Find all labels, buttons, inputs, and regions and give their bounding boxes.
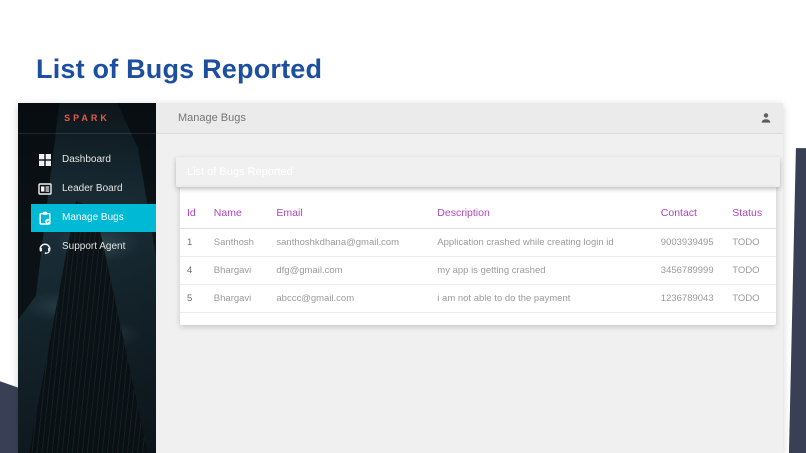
sidebar-item-label: Leader Board xyxy=(62,183,123,194)
bugs-table: Id Name Email Description Contact Status… xyxy=(180,187,776,313)
person-icon xyxy=(761,113,771,123)
manage-bugs-icon xyxy=(39,211,51,225)
cell-contact: 1236789043 xyxy=(656,284,729,313)
dashboard-icon xyxy=(39,153,51,166)
cell-id: 1 xyxy=(180,228,210,257)
main-area: Manage Bugs List of Bugs Reported xyxy=(156,103,783,453)
cell-email: abccc@gmail.com xyxy=(272,284,434,313)
col-header-status: Status xyxy=(728,187,776,229)
sidebar-item-dashboard[interactable]: Dashboard xyxy=(18,145,156,174)
sidebar-item-label: Manage Bugs xyxy=(62,212,124,223)
col-header-id: Id xyxy=(180,187,210,229)
cell-description: i am not able to do the payment xyxy=(433,284,657,313)
support-agent-icon xyxy=(39,243,51,254)
topbar-title: Manage Bugs xyxy=(178,112,246,124)
brand-logo: SPARK xyxy=(18,103,156,134)
cell-id: 4 xyxy=(180,256,210,285)
cell-name: Santhosh xyxy=(209,228,273,257)
app-window: SPARK Dashboard xyxy=(18,103,783,453)
cell-name: Bhargavi xyxy=(209,256,273,285)
cell-status: TODO xyxy=(728,256,776,285)
leader-board-icon xyxy=(38,182,52,195)
sidebar-item-support-agent[interactable]: Support Agent xyxy=(18,232,156,261)
col-header-description: Description xyxy=(433,187,657,229)
table-row: 1 Santhosh santhoshkdhana@gmail.com Appl… xyxy=(180,228,776,257)
content: List of Bugs Reported Id Name Email xyxy=(156,134,783,453)
cell-email: dfg@gmail.com xyxy=(272,256,434,285)
cell-description: Application crashed while creating login… xyxy=(433,228,657,257)
cell-name: Bhargavi xyxy=(209,284,273,313)
table-header-row: Id Name Email Description Contact Status xyxy=(180,187,776,229)
brand-text: SPARK xyxy=(64,113,110,123)
cell-id: 5 xyxy=(180,284,210,313)
decorative-navy-shape-right xyxy=(788,148,806,453)
sidebar: SPARK Dashboard xyxy=(18,103,156,453)
sidebar-item-manage-bugs[interactable]: Manage Bugs xyxy=(18,203,156,232)
table-row: 4 Bhargavi dfg@gmail.com my app is getti… xyxy=(180,256,776,285)
user-account-button[interactable] xyxy=(757,109,775,127)
col-header-email: Email xyxy=(272,187,434,229)
cell-description: my app is getting crashed xyxy=(433,256,657,285)
sidebar-item-label: Support Agent xyxy=(62,241,126,252)
decorative-navy-shape-left xyxy=(0,381,20,453)
cell-email: santhoshkdhana@gmail.com xyxy=(272,228,434,257)
topbar: Manage Bugs xyxy=(156,103,783,134)
table-row: 5 Bhargavi abccc@gmail.com i am not able… xyxy=(180,284,776,313)
sidebar-nav: Dashboard Leader Board xyxy=(18,145,156,261)
col-header-contact: Contact xyxy=(656,187,729,229)
panel-header-banner: List of Bugs Reported xyxy=(176,157,780,187)
cell-status: TODO xyxy=(728,228,776,257)
sidebar-item-leader-board[interactable]: Leader Board xyxy=(18,174,156,203)
cell-contact: 3456789999 xyxy=(656,256,729,285)
sidebar-item-label: Dashboard xyxy=(62,154,111,165)
col-header-name: Name xyxy=(209,187,273,229)
page-title: List of Bugs Reported xyxy=(36,54,323,84)
cell-status: TODO xyxy=(728,284,776,313)
panel-header-text: List of Bugs Reported xyxy=(187,166,293,178)
cell-contact: 9003939495 xyxy=(656,228,729,257)
bugs-card: Id Name Email Description Contact Status… xyxy=(180,187,776,325)
